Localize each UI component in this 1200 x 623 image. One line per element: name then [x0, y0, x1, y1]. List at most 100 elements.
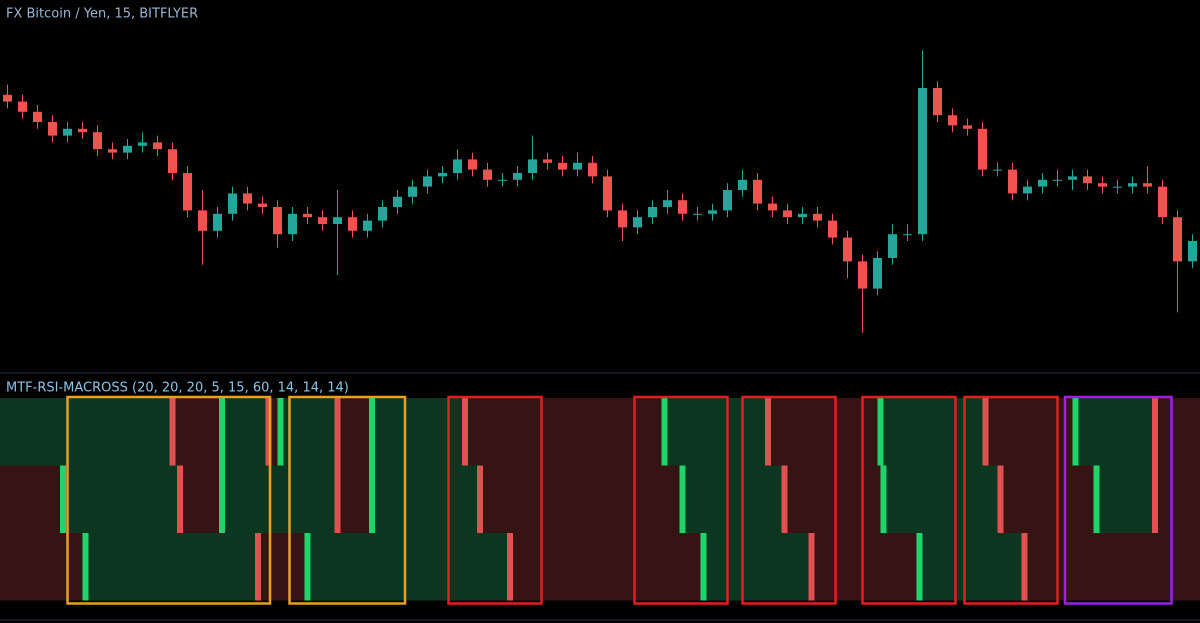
- candle-body: [813, 213, 822, 221]
- highlight-box: [861, 395, 957, 605]
- candle-body: [543, 159, 552, 163]
- state-band: [811, 533, 920, 601]
- candle-body: [498, 179, 507, 181]
- candle-body: [453, 159, 462, 173]
- candle-body: [918, 88, 927, 235]
- candle-body: [3, 94, 12, 102]
- chart-title: FX Bitcoin / Yen, 15, BITFLYER: [6, 7, 198, 22]
- candle-body: [333, 217, 342, 224]
- candle-body: [123, 145, 132, 153]
- candle-body: [18, 101, 27, 112]
- candle-body: [888, 234, 897, 258]
- state-band: [703, 533, 812, 601]
- candle-body: [993, 169, 1002, 171]
- state-band: [372, 398, 465, 466]
- candle-body: [138, 142, 147, 146]
- state-band: [307, 533, 510, 601]
- candle-body: [393, 196, 402, 207]
- highlight-box: [963, 395, 1059, 605]
- highlight-box: [1063, 395, 1173, 605]
- candle-body: [198, 210, 207, 231]
- highlight-box: [66, 395, 272, 605]
- state-band: [1024, 533, 1200, 601]
- candle-body: [153, 142, 162, 150]
- cross-signal: [916, 533, 923, 601]
- state-band: [0, 398, 170, 466]
- candle-body: [963, 125, 972, 129]
- candle-body: [213, 213, 222, 231]
- candle-body: [738, 179, 747, 190]
- candle-body: [438, 173, 447, 177]
- candle-body: [873, 258, 882, 289]
- candle-body: [228, 193, 237, 214]
- state-band: [883, 465, 1001, 533]
- cross-signal: [169, 398, 176, 466]
- candle-body: [933, 88, 942, 116]
- highlight-box: [288, 395, 407, 605]
- indicator-title: MTF-RSI-MACROSS (20, 20, 20, 5, 15, 60, …: [6, 381, 349, 396]
- candle-body: [168, 149, 177, 173]
- candle-body: [273, 207, 282, 235]
- candle-body: [528, 159, 537, 173]
- candle-body: [78, 128, 87, 133]
- cross-signal: [661, 398, 668, 466]
- candle-body: [663, 200, 672, 207]
- highlight-box: [633, 395, 729, 605]
- state-band: [222, 398, 269, 466]
- candle-body: [1038, 179, 1047, 187]
- candle-body: [798, 213, 807, 218]
- state-band: [985, 398, 1076, 466]
- cross-signal: [877, 398, 884, 466]
- candle-body: [903, 234, 912, 236]
- cross-signal: [765, 398, 771, 466]
- cross-signal: [1072, 398, 1079, 466]
- candle-body: [1113, 186, 1122, 188]
- candle-body: [288, 213, 297, 235]
- candle-body: [618, 210, 627, 228]
- state-band: [337, 465, 372, 533]
- candle-body: [783, 210, 792, 218]
- candle-body: [1008, 169, 1017, 194]
- state-band: [0, 533, 86, 601]
- state-band: [277, 398, 338, 466]
- state-band: [85, 533, 258, 601]
- highlight-box: [447, 395, 543, 605]
- cross-signal: [1152, 398, 1158, 466]
- cross-signal: [477, 465, 483, 533]
- candle-body: [48, 122, 57, 136]
- candle-body: [363, 220, 372, 231]
- cross-signal: [1093, 465, 1100, 533]
- candle-body: [828, 220, 837, 238]
- state-band: [880, 398, 986, 466]
- candle-body: [378, 207, 387, 221]
- candle-body: [258, 203, 267, 207]
- cross-signal: [808, 533, 815, 601]
- candle-body: [948, 115, 957, 126]
- cross-signal: [304, 533, 311, 601]
- candle-body: [573, 162, 582, 170]
- cross-signal: [334, 465, 341, 533]
- cross-signal: [369, 398, 375, 466]
- cross-signal: [462, 398, 468, 466]
- candle-body: [978, 128, 987, 170]
- candle-body: [108, 149, 117, 153]
- candle-body: [693, 213, 702, 215]
- candle-body: [468, 159, 477, 170]
- state-band: [268, 398, 278, 466]
- candle-body: [843, 237, 852, 262]
- cross-signal: [334, 398, 341, 466]
- state-band: [919, 533, 1025, 601]
- candle-body: [1188, 241, 1197, 262]
- cross-signal: [700, 533, 707, 601]
- candle-body: [1068, 176, 1077, 180]
- cross-signal: [997, 465, 1004, 533]
- cross-signal: [82, 533, 89, 601]
- candle-body: [558, 162, 567, 170]
- candle-body: [303, 213, 312, 218]
- state-band: [1075, 398, 1155, 466]
- candle-body: [318, 217, 327, 224]
- candle-body: [753, 179, 762, 204]
- state-band: [664, 398, 768, 466]
